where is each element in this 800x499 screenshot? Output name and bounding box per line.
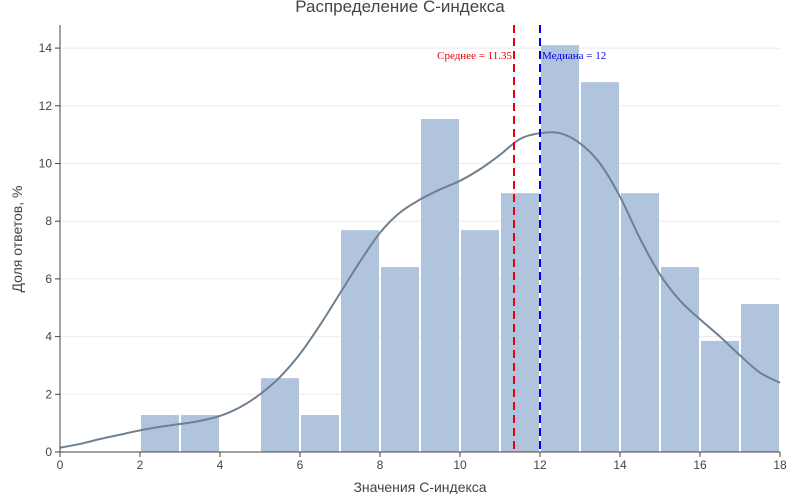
- y-tick-label: 14: [39, 41, 53, 55]
- histogram-bar: [301, 415, 339, 452]
- y-tick-label: 4: [45, 330, 52, 344]
- histogram-bar: [381, 267, 419, 452]
- density-curve: [59, 131, 781, 449]
- histogram-bar: [501, 193, 539, 453]
- grid-lines: [60, 47, 780, 395]
- x-tick-label: 10: [453, 458, 467, 472]
- histogram-bar: [581, 82, 619, 453]
- histogram-bar: [341, 230, 379, 452]
- x-tick-label: 12: [533, 458, 547, 472]
- histogram-bar: [261, 378, 299, 452]
- x-tick-label: 18: [773, 458, 787, 472]
- x-tick-label: 8: [377, 458, 384, 472]
- histogram-bars: [141, 45, 779, 453]
- x-tick-label: 14: [613, 458, 627, 472]
- x-tick-label: 0: [57, 458, 64, 472]
- y-tick-label: 2: [45, 387, 52, 401]
- x-tick-label: 4: [217, 458, 224, 472]
- histogram-bar: [541, 45, 579, 452]
- y-tick-label: 0: [45, 445, 52, 459]
- histogram-bar: [621, 193, 659, 453]
- histogram-bar: [421, 119, 459, 452]
- x-tick-label: 2: [137, 458, 144, 472]
- x-tick-label: 6: [297, 458, 304, 472]
- y-tick-label: 12: [39, 99, 53, 113]
- y-tick-label: 8: [45, 214, 52, 228]
- histogram-bar: [741, 303, 779, 452]
- mean-annotation: Среднее = 11.35: [437, 50, 512, 62]
- histogram-bar: [701, 340, 739, 452]
- histogram-bar: [461, 230, 499, 452]
- chart-title: Распределение C-индекса: [295, 0, 505, 16]
- axes: 0 2 4 6 8 10 12 14 16 18 0 2 4 6 8 10 12 14: [39, 25, 787, 472]
- median-annotation: Медиана = 12: [542, 50, 606, 62]
- x-tick-label: 16: [693, 458, 707, 472]
- x-axis-title: Значения C-индекса: [353, 479, 486, 494]
- histogram-bar: [141, 415, 179, 452]
- y-tick-label: 6: [45, 272, 52, 286]
- y-tick-label: 10: [39, 156, 53, 170]
- histogram-bar: [661, 267, 699, 452]
- reference-lines: Среднее = 11.35 Медиана = 12: [437, 25, 606, 452]
- density-curve-layer: [59, 131, 781, 449]
- y-axis-title: Доля ответов, %: [9, 186, 25, 293]
